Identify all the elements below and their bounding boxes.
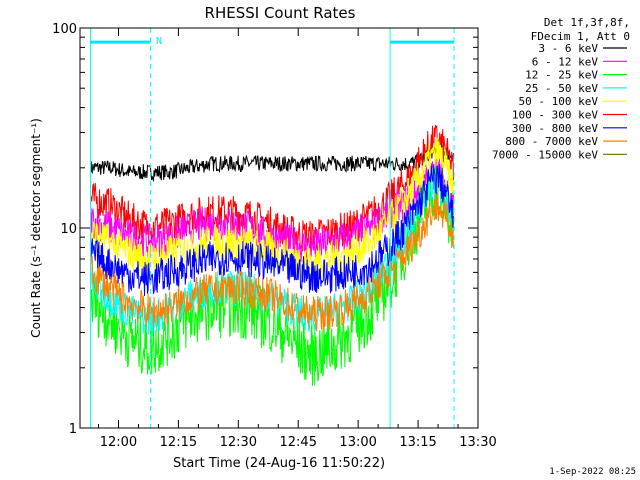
series-trace-50to100keV bbox=[90, 137, 454, 279]
x-axis-label: Start Time (24-Aug-16 11:50:22) bbox=[173, 456, 385, 471]
x-tick-label: 12:00 bbox=[100, 435, 137, 450]
x-tick-label: 12:45 bbox=[280, 435, 317, 450]
y-tick-label: 100 bbox=[52, 22, 77, 37]
series-layer bbox=[90, 124, 454, 386]
chart-title: RHESSI Count Rates bbox=[205, 4, 356, 22]
series-trace-3to6keV bbox=[90, 141, 454, 183]
legend-header-line-1: Det 1f,3f,8f, bbox=[544, 16, 630, 29]
x-tick-label: 12:15 bbox=[160, 435, 197, 450]
marker-layer bbox=[90, 28, 455, 428]
x-tick-label: 13:00 bbox=[339, 435, 376, 450]
legend-entry-label: 12 - 25 keV bbox=[525, 69, 598, 82]
legend-entry-label: 6 - 12 keV bbox=[532, 55, 599, 68]
legend-entry-label: 100 - 300 keV bbox=[512, 109, 598, 122]
legend-entry-label: 300 - 800 keV bbox=[512, 122, 598, 135]
legend-entry-label: 800 - 7000 keV bbox=[505, 135, 598, 148]
legend-entry-label: 50 - 100 keV bbox=[519, 95, 599, 108]
series-trace-800to7000keV bbox=[90, 192, 454, 332]
attenuator-marker-label: N bbox=[156, 36, 162, 47]
x-tick-label: 13:30 bbox=[459, 435, 496, 450]
legend-header-line-2: FDecim 1, Att 0 bbox=[531, 30, 630, 43]
legend: Det 1f,3f,8f, FDecim 1, Att 0 3 - 6 keV6… bbox=[492, 16, 630, 161]
legend-entry-label: 3 - 6 keV bbox=[538, 42, 598, 55]
legend-entry-label: 7000 - 15000 keV bbox=[492, 148, 598, 161]
legend-entry-label: 25 - 50 keV bbox=[525, 82, 598, 95]
y-tick-label: 1 bbox=[69, 422, 77, 437]
series-trace-300to800keV bbox=[90, 164, 454, 296]
y-tick-label: 10 bbox=[60, 222, 77, 237]
y-axis-label: Count Rate (s⁻¹ detector segment⁻¹) bbox=[29, 118, 43, 338]
x-tick-label: 13:15 bbox=[399, 435, 436, 450]
x-tick-label: 12:30 bbox=[220, 435, 257, 450]
footer-timestamp: 1-Sep-2022 08:25 bbox=[549, 467, 636, 477]
axis-layer: 12:00 12:15 12:30 12:45 13:00 13:15 13:30 1 10 10… bbox=[52, 22, 497, 450]
